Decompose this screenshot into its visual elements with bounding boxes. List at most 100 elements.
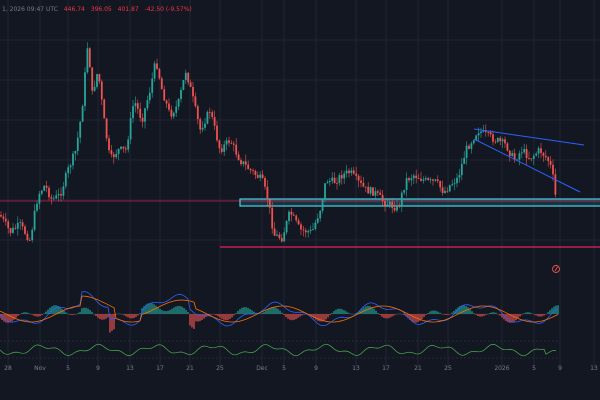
candle-body [117,148,120,154]
candle-body [333,177,336,184]
macd-histogram-bar [349,313,351,314]
candle-body [345,170,348,174]
candle-body [264,178,266,187]
macd-histogram-bar [281,312,283,314]
channel-lower-line [473,138,581,193]
macd-histogram-bar [109,314,111,333]
candle-body [105,118,108,139]
macd-histogram-bar [501,314,503,318]
macd-histogram-bar [339,308,341,314]
macd-histogram-bar [323,314,325,321]
macd-histogram-bar [251,310,253,314]
candle-body [273,228,276,236]
candle-body [292,214,295,216]
macd-histogram-bar [531,313,533,314]
macd-histogram-bar [177,305,179,314]
macd-histogram-bar [513,314,515,322]
macd-histogram-bar [417,314,419,323]
candle-body [208,111,211,113]
candle-body [453,183,456,185]
macd-histogram-bar [115,314,117,315]
macd-histogram-bar [275,307,277,314]
macd-histogram-bar [411,314,413,322]
candle-body [261,174,264,179]
candle-body [309,229,312,232]
macd-histogram-bar [539,314,541,317]
macd-histogram-bar [211,314,213,315]
candle-body [55,195,58,199]
macd-histogram-bar [529,312,531,314]
candle-body [463,157,466,164]
macd-histogram-bar [377,312,379,314]
macd-histogram-bar [79,311,81,314]
trend-channel[interactable] [473,128,585,193]
candle-body [439,181,442,188]
macd-histogram-bar [189,314,191,326]
macd-histogram-bar [381,314,383,317]
macd-histogram-bar [29,313,31,315]
macd-histogram-bar [423,314,425,318]
candle-body [482,130,485,132]
candle-body [290,211,293,215]
macd-histogram-bar [305,314,307,315]
macd-histogram-bar [131,314,133,319]
macd-histogram-bar [279,310,281,314]
macd-pane [0,291,560,333]
macd-histogram-bar [325,314,327,320]
candle-body [504,139,506,144]
macd-histogram-bar [333,311,335,314]
candle-body [276,234,278,236]
candle-body [403,189,406,193]
macd-histogram-bar [157,307,159,314]
macd-histogram-bar [301,314,303,316]
macd-histogram-bar [217,314,219,317]
candle-body [535,153,538,156]
macd-histogram-bar [123,314,125,316]
candle-body [19,222,22,224]
macd-histogram-bar [337,308,339,314]
candle-body [520,152,523,154]
candle-body [468,145,470,149]
candle-body [417,178,420,179]
macd-histogram-bar [535,314,537,316]
macd-histogram-bar [37,314,39,317]
candle-body [38,193,41,204]
candle-body [60,194,62,196]
candle-body [554,174,557,195]
candle-body [100,81,103,100]
macd-histogram-bar [403,314,405,316]
candle-body [465,145,468,158]
macd-histogram-bar [143,306,145,314]
macd-histogram-bar [53,305,55,314]
macd-histogram-bar [503,314,505,320]
macd-histogram-bar [295,314,297,320]
candle-body [180,89,182,100]
macd-histogram-bar [63,310,65,314]
macd-histogram-bar [155,305,157,314]
macd-histogram-bar [311,314,313,317]
candle-body [386,204,389,206]
macd-histogram-bar [117,313,119,315]
macd-histogram-bar [409,314,411,320]
candle-body [314,222,317,229]
candle-body [232,143,235,145]
macd-line [0,291,559,327]
time-axis-label: 17 [156,365,164,372]
macd-histogram-bar [525,312,527,314]
macd-histogram-bar [229,314,231,319]
candle-body [321,199,324,211]
candle-body [352,170,355,174]
alert-icon[interactable] [552,265,560,273]
macd-histogram-bar [197,314,199,322]
macd-histogram-bar [413,314,415,323]
candle-body [312,228,314,230]
candle-body [115,153,118,158]
macd-histogram-bar [355,313,357,314]
macd-histogram-bar [149,303,151,314]
alert-mark [554,266,558,272]
macd-histogram-bar [75,314,77,315]
macd-histogram-bar [161,310,163,314]
candle-body [300,224,302,230]
